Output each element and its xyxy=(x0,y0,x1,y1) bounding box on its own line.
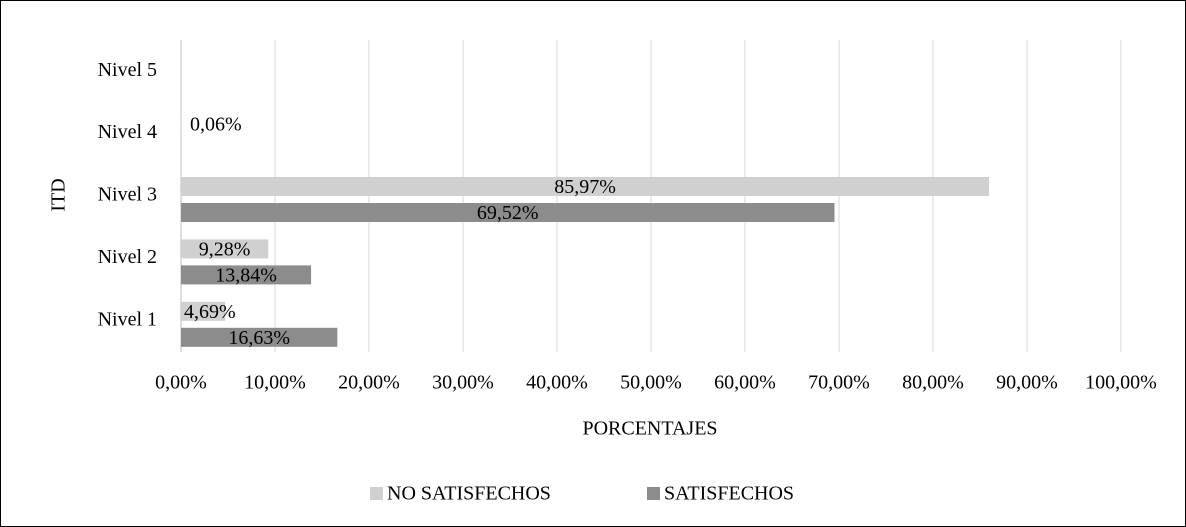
x-axis-title: PORCENTAJES xyxy=(582,418,717,440)
x-tick-label: 70,00% xyxy=(808,372,870,394)
bar xyxy=(181,301,226,321)
y-tick-label: Nivel 5 xyxy=(98,59,157,81)
data-label: 4,69% xyxy=(184,301,236,323)
data-label: 0,06% xyxy=(190,114,242,136)
bar xyxy=(181,177,990,196)
bar xyxy=(181,265,312,285)
bar xyxy=(181,327,338,347)
data-label: 13,84% xyxy=(215,264,277,286)
bar xyxy=(181,239,269,259)
bar xyxy=(181,203,835,222)
x-tick-label: 90,00% xyxy=(996,372,1058,394)
x-tick-label: 60,00% xyxy=(714,372,776,394)
data-label: 9,28% xyxy=(199,238,251,260)
legend-label: SATISFECHOS xyxy=(664,483,794,505)
x-tick-label: 10,00% xyxy=(244,372,306,394)
x-tick-label: 80,00% xyxy=(902,372,964,394)
y-tick-label: Nivel 2 xyxy=(98,246,157,268)
data-label: 16,63% xyxy=(228,327,290,349)
data-label: 69,52% xyxy=(477,202,539,224)
x-tick-label: 40,00% xyxy=(526,372,588,394)
legend-swatch xyxy=(370,487,383,500)
bar xyxy=(181,114,182,134)
x-tick-label: 30,00% xyxy=(432,372,494,394)
y-tick-label: Nivel 4 xyxy=(98,121,157,143)
y-axis-title: ITD xyxy=(48,178,70,211)
legend-label: NO SATISFECHOS xyxy=(387,483,551,505)
x-tick-label: 100,00% xyxy=(1085,372,1157,394)
x-tick-label: 0,00% xyxy=(155,372,207,394)
legend-swatch xyxy=(647,487,660,500)
x-tick-label: 20,00% xyxy=(338,372,400,394)
x-tick-label: 50,00% xyxy=(620,372,682,394)
data-label: 85,97% xyxy=(554,176,616,198)
y-tick-label: Nivel 3 xyxy=(98,184,157,206)
y-tick-label: Nivel 1 xyxy=(98,308,157,330)
